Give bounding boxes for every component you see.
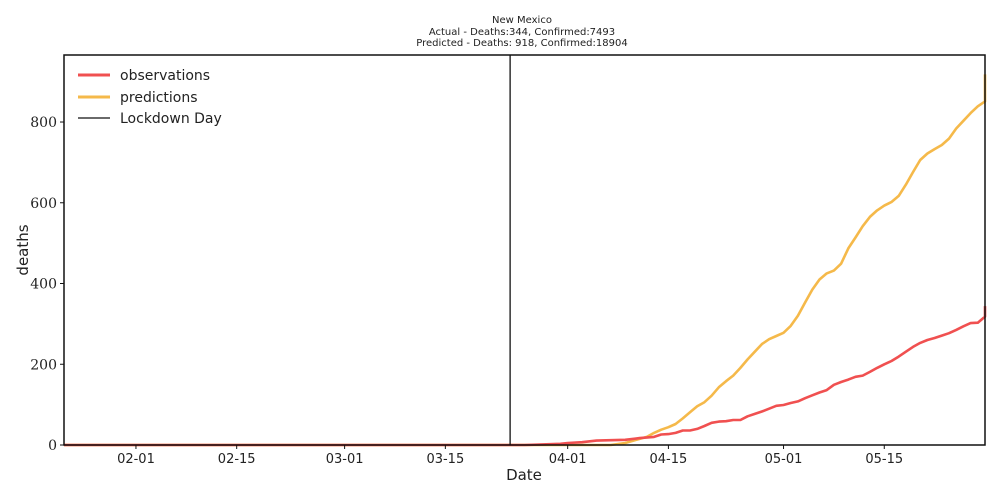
series-line-predictions xyxy=(64,74,987,447)
y-tick-label: 600 xyxy=(30,196,57,212)
chart-subtitle-predicted: Predicted - Deaths: 918, Confirmed:18904 xyxy=(416,38,627,49)
y-tick-label: 200 xyxy=(30,357,57,373)
x-tick-label: 03-15 xyxy=(426,452,464,467)
y-tick-label: 0 xyxy=(48,438,57,454)
x-tick-label: 04-01 xyxy=(549,452,587,467)
x-tick-label: 04-15 xyxy=(650,452,688,467)
chart-subtitle-actual: Actual - Deaths:344, Confirmed:7493 xyxy=(429,27,615,38)
y-tick-label: 400 xyxy=(30,277,57,293)
series-line-observations xyxy=(64,306,987,447)
chart-title: New Mexico xyxy=(492,15,552,26)
x-axis: 02-01 02-15 03-01 03-15 04-01 04-15 05-01 05-15 xyxy=(117,445,903,467)
y-axis: 0 200 400 600 800 xyxy=(30,115,64,454)
y-tick-label: 800 xyxy=(30,115,57,131)
x-tick-label: 02-01 xyxy=(117,452,155,467)
series-layer xyxy=(64,74,987,447)
legend: observations predictions Lockdown Day xyxy=(78,68,222,127)
legend-lockdown-label: Lockdown Day xyxy=(120,111,222,127)
x-tick-label: 05-01 xyxy=(765,452,803,467)
x-tick-label: 05-15 xyxy=(865,452,903,467)
x-tick-label: 03-01 xyxy=(326,452,364,467)
axes-frame xyxy=(63,54,986,446)
x-axis-label: Date xyxy=(506,466,542,484)
plot-area xyxy=(63,54,987,447)
legend-observations-label: observations xyxy=(120,68,210,84)
x-tick-label: 02-15 xyxy=(218,452,256,467)
y-axis-label: deaths xyxy=(14,224,32,275)
legend-predictions-label: predictions xyxy=(120,90,198,106)
